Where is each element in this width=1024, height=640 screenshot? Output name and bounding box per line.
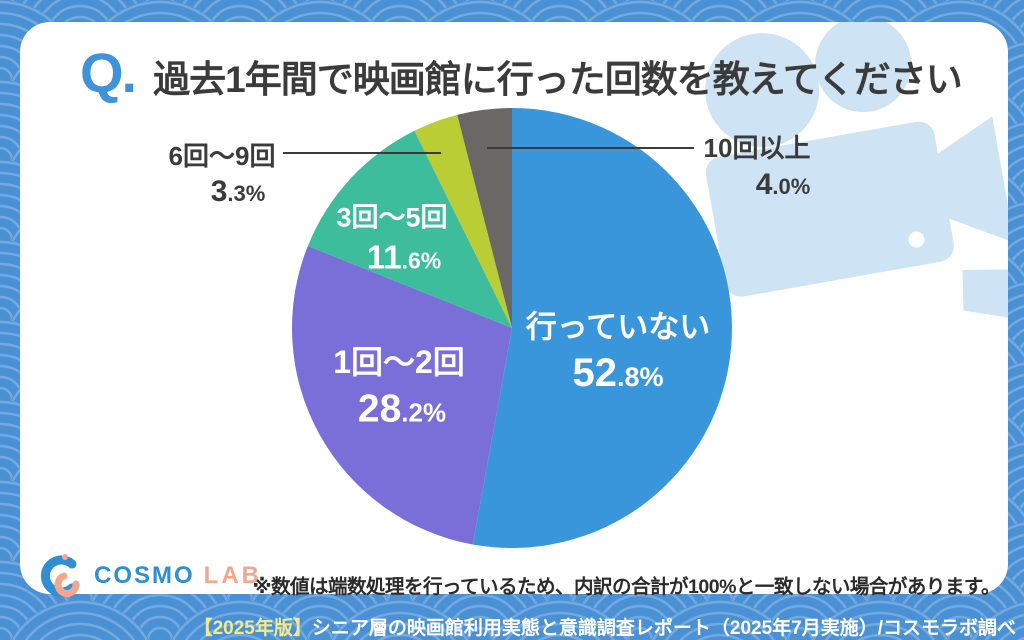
cosmo-lab-logo: COSMO LAB <box>36 552 262 600</box>
rounding-footnote: ※数値は端数処理を行っているため、内訳の合計が100%と一致しない場合があります… <box>252 576 1001 598</box>
slice-label-6to9: 6回〜9回 <box>168 141 276 171</box>
movie-camera-icon <box>705 22 1008 320</box>
slice-value-3to5: 11.6% <box>366 238 442 276</box>
slice-value-10plus: 4.0% <box>755 168 811 201</box>
slice-label-1to2: 1回〜2回 <box>333 344 465 380</box>
pie-slice-2 <box>307 130 512 328</box>
pie-slice-4 <box>457 108 512 328</box>
footer-credit: 【2025年版】シニア層の映画館利用実態と意識調査レポート（2025年7月実施）… <box>194 613 1016 640</box>
pie-slice-0 <box>472 108 732 548</box>
question-title-row: Q. 過去1年間で映画館に行った回数を教えてください <box>80 40 963 105</box>
pie-slice-1 <box>291 245 512 545</box>
slice-label-3to5: 3回〜5回 <box>336 202 448 233</box>
cosmo-lab-crescent-icon <box>40 554 80 597</box>
footer-credit-text: シニア層の映画館利用実態と意識調査レポート（2025年7月実施）/コスモラボ調べ <box>311 618 1016 639</box>
slice-label-10plus: 10回以上 <box>703 133 811 163</box>
question-q-mark: Q. <box>80 41 137 104</box>
logo-text-cosmo: COSMO <box>94 562 195 589</box>
slice-value-6to9: 3.3% <box>210 175 266 208</box>
logo-text-lab: LAB <box>203 562 262 589</box>
slice-value-none: 52.8% <box>572 351 664 395</box>
pie-slice-3 <box>414 114 512 329</box>
footer-edition-badge: 【2025年版】 <box>193 618 312 639</box>
slice-label-none: 行っていない <box>525 309 711 345</box>
page-title: 過去1年間で映画館に行った回数を教えてください <box>153 59 963 100</box>
slice-value-1to2: 28.2% <box>357 387 447 431</box>
